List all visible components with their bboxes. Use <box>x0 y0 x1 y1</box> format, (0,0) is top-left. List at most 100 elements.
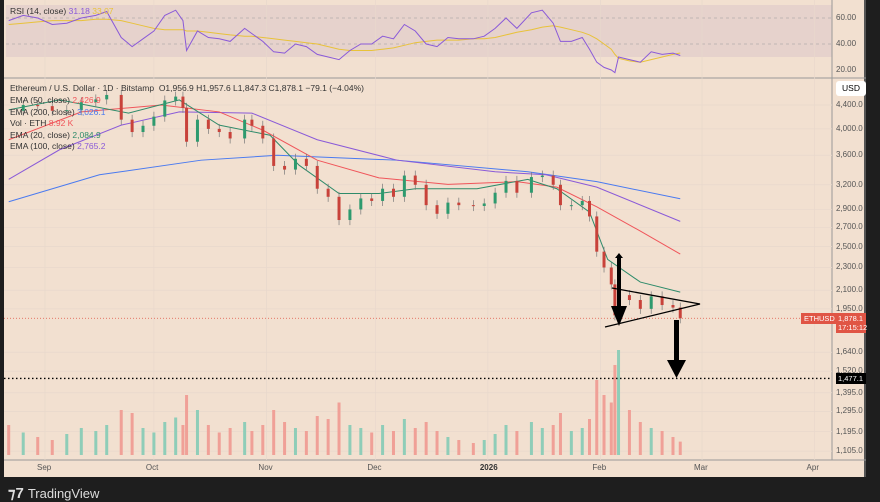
volume-bar <box>105 425 109 455</box>
symbol-price-tag: ETHUSD <box>801 313 838 324</box>
y-tick-label: 1,395.0 <box>836 387 863 397</box>
volume-bar <box>569 431 573 455</box>
volume-bar <box>283 422 287 455</box>
rsi-legend: RSI (14, close) 31.18 33.07 <box>10 6 114 16</box>
volume-bar <box>348 425 352 455</box>
candle <box>272 138 276 166</box>
volume-bar <box>94 431 98 455</box>
volume-bar <box>558 413 562 455</box>
volume-bar <box>391 431 395 455</box>
volume-bar <box>671 437 675 455</box>
volume-bar <box>250 431 254 455</box>
volume-bar <box>304 431 308 455</box>
indicator-legend-item[interactable]: EMA (100, close) 2,765.2 <box>10 141 105 153</box>
candle <box>293 158 297 170</box>
candle <box>588 200 591 217</box>
candle <box>228 132 232 139</box>
candle <box>79 102 83 111</box>
indicator-legend-item[interactable]: Vol · ETH 8.92 K <box>10 118 105 130</box>
x-tick-label: Feb <box>592 463 607 472</box>
volume-bar <box>482 440 486 455</box>
symbol-legend: Ethereum / U.S. Dollar · 1D · Bitstamp O… <box>10 83 364 93</box>
candle <box>540 175 544 178</box>
volume-bar <box>185 395 189 455</box>
candle <box>413 175 417 185</box>
candle <box>217 128 221 133</box>
y-tick-label: 2,700.0 <box>836 222 863 232</box>
candle <box>493 192 497 204</box>
candle <box>174 96 178 101</box>
rsi-tick-label: 20.00 <box>836 65 857 74</box>
candle <box>638 300 642 309</box>
pole-arrow-icon <box>611 258 627 326</box>
candle <box>348 209 352 221</box>
volume-bar <box>413 428 417 455</box>
volume-bar <box>79 428 83 455</box>
volume-bar <box>678 441 682 455</box>
volume-bar <box>529 422 533 455</box>
candle <box>402 175 406 197</box>
volume-bar <box>649 428 653 455</box>
x-tick-label: Mar <box>694 463 708 472</box>
indicator-legend-item[interactable]: EMA (200, close) 3,026.1 <box>10 107 105 119</box>
volume-bar <box>141 428 145 455</box>
indicator-value: 2,084.9 <box>72 129 101 140</box>
indicator-legend-item[interactable]: EMA (50, close) 2,426.9 <box>10 95 105 107</box>
volume-bar <box>163 422 167 455</box>
volume-bar <box>627 410 631 455</box>
y-tick-label: 4,000.0 <box>836 123 863 133</box>
volume-bar <box>217 432 221 455</box>
indicator-label: EMA (50, close) <box>10 95 70 105</box>
volume-bar <box>609 402 613 455</box>
candle <box>613 284 617 316</box>
x-tick-label: Oct <box>145 463 159 472</box>
volume-bar <box>402 419 406 455</box>
volume-bar <box>580 428 584 455</box>
volume-bar <box>261 425 265 455</box>
candle <box>558 184 562 206</box>
volume-bar <box>370 432 374 455</box>
chart-canvas[interactable] <box>4 0 866 477</box>
candle <box>261 125 265 139</box>
volume-bar <box>243 422 247 455</box>
volume-bar <box>471 443 475 455</box>
y-tick-label: 3,200.0 <box>836 179 863 189</box>
candle <box>181 96 185 108</box>
volume-bar <box>424 422 428 455</box>
y-tick-label: 1,950.0 <box>836 303 863 313</box>
candle <box>649 296 653 309</box>
candle <box>326 188 330 197</box>
indicator-label: Vol · ETH <box>10 118 47 128</box>
candle <box>130 119 134 133</box>
volume-bar <box>551 425 555 455</box>
y-tick-label: 1,195.0 <box>836 426 863 436</box>
volume-bar <box>595 380 599 455</box>
candle <box>671 305 675 308</box>
rsi-tick-label: 40.00 <box>836 39 857 48</box>
rsi-ma-line <box>8 18 681 63</box>
volume-bar <box>181 425 185 455</box>
candle <box>609 267 613 285</box>
currency-button[interactable]: USD <box>836 81 866 96</box>
volume-bar <box>617 350 621 455</box>
volume-bar <box>130 413 134 455</box>
y-tick-label: 1,105.0 <box>836 446 863 456</box>
indicator-value: 3,026.1 <box>77 106 106 117</box>
candle <box>163 100 167 117</box>
ema200-line <box>8 154 681 203</box>
candle <box>304 158 308 166</box>
volume-bar <box>337 402 341 455</box>
ema100-line <box>8 111 681 222</box>
candle <box>243 119 247 139</box>
last-price-label: 1,878.1 17:15:12 <box>836 313 868 333</box>
volume-bar <box>602 395 606 455</box>
volume-bar <box>272 410 276 455</box>
volume-bar <box>435 431 439 455</box>
candle <box>50 106 54 111</box>
candle <box>471 205 475 207</box>
candle <box>391 188 395 197</box>
indicator-legend-item[interactable]: EMA (20, close) 2,084.9 <box>10 130 105 142</box>
volume-bar <box>21 432 25 455</box>
candle <box>141 125 145 133</box>
symmetrical-triangle <box>604 287 701 328</box>
